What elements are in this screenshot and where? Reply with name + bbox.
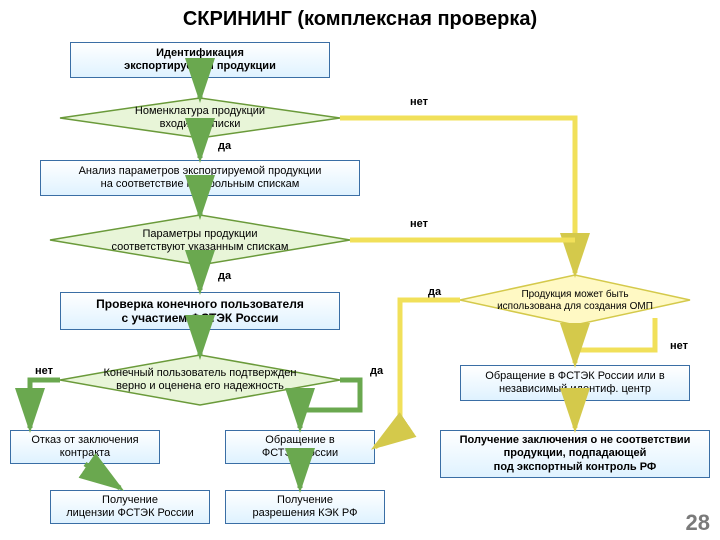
page-title: СКРИНИНГ (комплексная проверка) bbox=[0, 0, 720, 35]
text: Получениеразрешения КЭК РФ bbox=[253, 494, 358, 520]
text: Обращение вФСТЭК России bbox=[262, 434, 338, 460]
node-check: Проверка конечного пользователяс участие… bbox=[60, 292, 340, 330]
text: Идентификацияэкспортируемой продукции bbox=[124, 47, 276, 73]
label-yes2: да bbox=[218, 270, 231, 282]
label-no4: нет bbox=[670, 340, 688, 352]
node-concl: Получение заключения о не соответствиипр… bbox=[440, 430, 710, 478]
node-nomen: Номенклатура продукциивходит в списки bbox=[90, 101, 310, 135]
page-number: 28 bbox=[686, 510, 710, 536]
label-no3: нет bbox=[35, 365, 53, 377]
text: Обращение в ФСТЭК России или внезависимы… bbox=[485, 370, 664, 396]
text: Анализ параметров экспортируемой продукц… bbox=[79, 165, 322, 191]
node-analysis: Анализ параметров экспортируемой продукц… bbox=[40, 160, 360, 196]
text: Конечный пользователь подтвержденверно и… bbox=[104, 367, 297, 393]
node-params: Параметры продукциисоответствуют указанн… bbox=[80, 224, 320, 258]
text: Отказ от заключенияконтракта bbox=[31, 434, 138, 460]
node-enduser: Конечный пользователь подтвержденверно и… bbox=[80, 363, 320, 397]
node-license: Получениелицензии ФСТЭК России bbox=[50, 490, 210, 524]
text: Продукция может бытьиспользована для соз… bbox=[497, 289, 653, 313]
label-yes2b: да bbox=[428, 286, 441, 298]
node-permit: Получениеразрешения КЭК РФ bbox=[225, 490, 385, 524]
text: Получение заключения о не соответствиипр… bbox=[460, 434, 691, 474]
label-yes1: да bbox=[218, 140, 231, 152]
text: Номенклатура продукциивходит в списки bbox=[135, 105, 265, 131]
label-no2: нет bbox=[410, 218, 428, 230]
node-indep: Обращение в ФСТЭК России или внезависимы… bbox=[460, 365, 690, 401]
node-refuse: Отказ от заключенияконтракта bbox=[10, 430, 160, 464]
node-omp: Продукция может бытьиспользована для соз… bbox=[480, 284, 670, 318]
text: Проверка конечного пользователяс участие… bbox=[96, 297, 304, 326]
label-yes3: да bbox=[370, 365, 383, 377]
node-apply: Обращение вФСТЭК России bbox=[225, 430, 375, 464]
text: Параметры продукциисоответствуют указанн… bbox=[111, 228, 288, 254]
node-ident: Идентификацияэкспортируемой продукции bbox=[70, 42, 330, 78]
text: Получениелицензии ФСТЭК России bbox=[66, 494, 194, 520]
label-no1: нет bbox=[410, 96, 428, 108]
